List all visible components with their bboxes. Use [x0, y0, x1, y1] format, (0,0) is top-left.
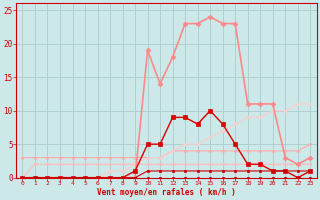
X-axis label: Vent moyen/en rafales ( km/h ): Vent moyen/en rafales ( km/h ): [97, 188, 236, 197]
